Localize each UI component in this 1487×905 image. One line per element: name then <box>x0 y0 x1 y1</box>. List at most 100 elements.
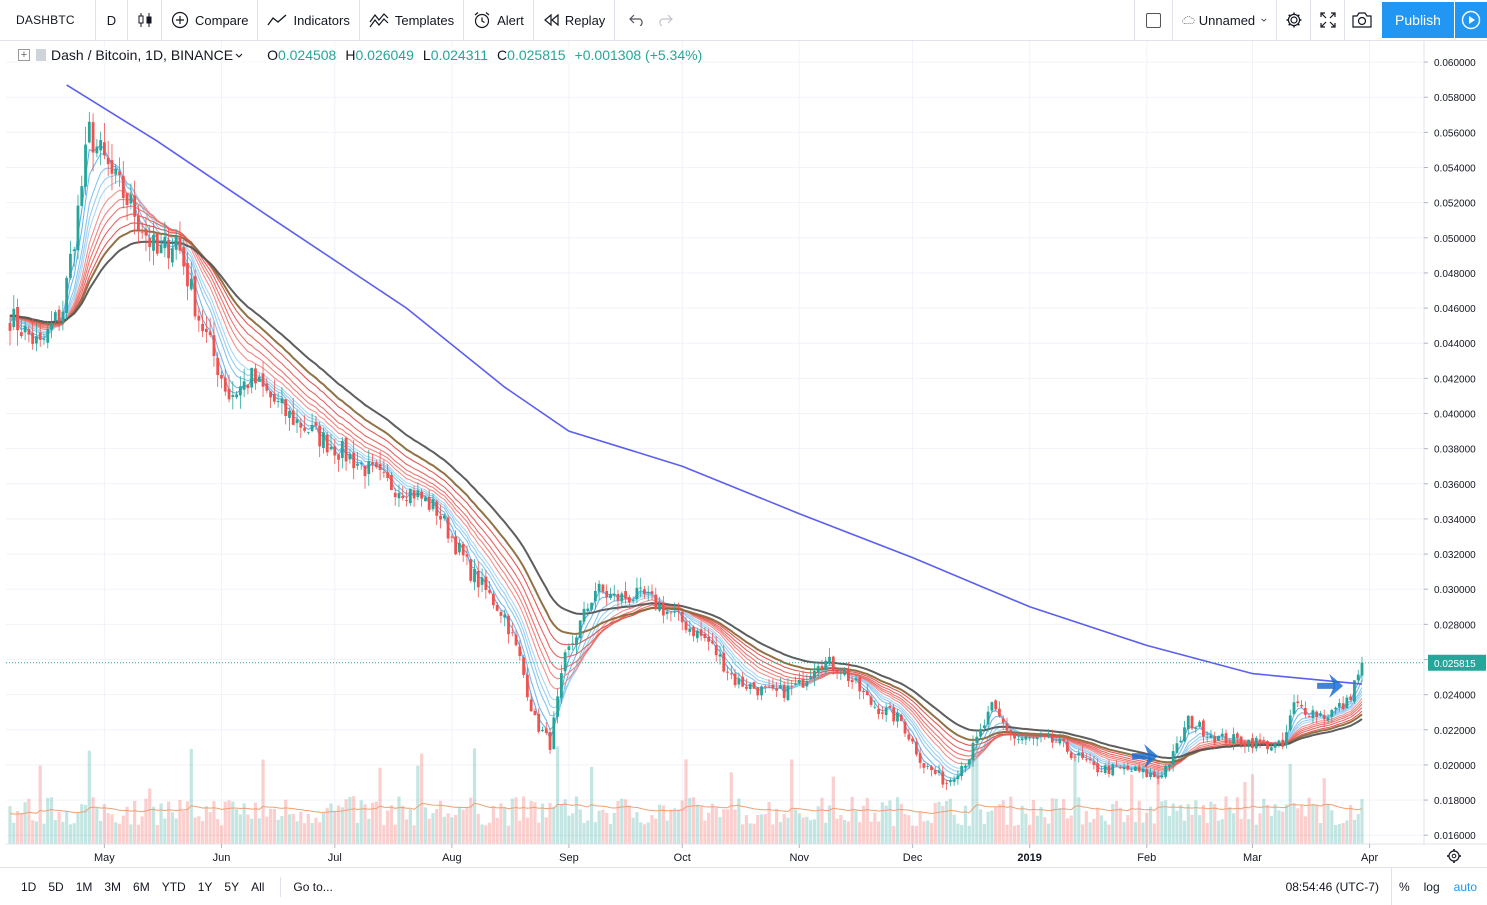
volume-bar <box>797 813 801 844</box>
candle <box>1243 739 1247 754</box>
volume-bar <box>654 818 658 844</box>
redo-icon[interactable] <box>657 14 674 26</box>
axis-settings-gear-icon[interactable] <box>1447 849 1461 863</box>
volume-bar <box>703 820 707 844</box>
fullscreen-button[interactable] <box>1310 0 1344 41</box>
chart-pane[interactable]: + Dash / Bitcoin, 1D, BINANCE O 0.024508 … <box>6 41 1487 867</box>
candle <box>880 706 884 720</box>
clock-timezone[interactable]: 08:54:46 (UTC-7) <box>1285 879 1379 894</box>
candle-body <box>303 427 306 431</box>
candle <box>242 368 246 398</box>
candle <box>1167 764 1171 772</box>
log-toggle[interactable]: log <box>1423 879 1440 894</box>
goto-button[interactable]: Go to... <box>293 879 333 894</box>
chart-type-button[interactable] <box>128 0 162 41</box>
volume-bar <box>635 812 639 844</box>
volume-bar <box>1345 820 1349 844</box>
last-price-label: 0.025815 <box>1434 659 1476 670</box>
candle-body <box>408 488 412 504</box>
symbol-search-button[interactable]: DASHBTC <box>0 0 96 41</box>
candle-body <box>91 122 95 153</box>
candle <box>899 713 903 722</box>
volume-bar <box>321 812 326 844</box>
percent-toggle[interactable]: % <box>1390 868 1417 905</box>
price-axis[interactable]: 0.016000 0.018000 0.020000 0.022000 0.024000… <box>1423 41 1486 844</box>
settings-button[interactable] <box>1276 0 1310 41</box>
range-all[interactable]: All <box>251 879 265 894</box>
candle-body <box>605 590 609 598</box>
alert-button[interactable]: Alert <box>464 0 534 41</box>
undo-icon[interactable] <box>629 14 645 26</box>
price-tick-label: 0.050000 <box>1434 234 1476 245</box>
range-ytd[interactable]: YTD <box>161 879 186 894</box>
candle <box>998 701 1001 718</box>
candle-body <box>669 612 673 614</box>
candle-body <box>1235 733 1239 738</box>
candle <box>1205 731 1209 743</box>
publish-idea-button[interactable] <box>1455 2 1487 38</box>
select-checkbox[interactable] <box>1134 0 1172 41</box>
candle <box>1073 754 1077 762</box>
candle-body <box>1251 738 1254 749</box>
range-1y[interactable]: 1Y <box>197 879 213 894</box>
fullscreen-icon <box>1319 12 1336 28</box>
volume-bar <box>450 817 454 844</box>
candle-body <box>439 515 442 520</box>
range-5d[interactable]: 5D <box>48 879 64 894</box>
chart-canvas[interactable]: 0.016000 0.018000 0.020000 0.022000 0.024000… <box>6 41 1487 867</box>
candle <box>752 681 756 689</box>
candle-body <box>280 398 284 404</box>
candle-body <box>510 632 514 634</box>
snapshot-button[interactable] <box>1344 0 1378 41</box>
candle-body <box>197 315 201 321</box>
templates-button[interactable]: Templates <box>360 0 465 41</box>
candle-body <box>1228 742 1232 744</box>
candle <box>390 472 393 491</box>
candle <box>57 305 61 332</box>
candle <box>926 763 930 770</box>
volume-bar <box>941 805 945 844</box>
range-3m[interactable]: 3M <box>104 879 122 894</box>
time-axis[interactable]: May Jun Jul Aug Sep Oct Nov Dec 2019 Feb Mar Apr <box>6 843 1487 864</box>
replay-button[interactable]: Replay <box>534 0 616 41</box>
volume-bar <box>707 812 711 844</box>
indicators-button[interactable]: Indicators <box>258 0 360 41</box>
candle-body <box>1088 758 1092 761</box>
candle-body <box>106 157 110 165</box>
interval-button[interactable]: D <box>96 0 128 41</box>
candle <box>711 632 714 645</box>
volume-bar <box>877 821 881 844</box>
candle <box>733 668 737 688</box>
range-6m[interactable]: 6M <box>133 879 150 894</box>
candle <box>982 719 986 731</box>
volume-bar <box>518 820 522 844</box>
volume-bar <box>1262 798 1266 844</box>
range-5y[interactable]: 5Y <box>224 879 240 894</box>
candle-body <box>265 383 269 391</box>
volume-ma-line <box>9 802 1363 815</box>
layout-menu-button[interactable]: Unnamed <box>1172 0 1276 41</box>
candle-body <box>12 308 16 328</box>
range-1m[interactable]: 1M <box>75 879 93 894</box>
candle <box>121 161 125 209</box>
volume-bar <box>99 820 103 844</box>
candle <box>318 421 322 458</box>
volume-bar <box>1107 824 1111 844</box>
expand-legend-icon[interactable]: + <box>18 49 30 61</box>
candle-body <box>597 583 601 592</box>
range-1d[interactable]: 1D <box>21 879 37 894</box>
candle <box>1096 758 1100 777</box>
auto-scale-toggle[interactable]: auto <box>1453 879 1477 894</box>
open-value: 0.024508 <box>277 47 337 63</box>
candle-body <box>537 713 541 732</box>
compare-button[interactable]: Compare <box>162 0 259 41</box>
candle-body <box>828 656 831 663</box>
candle-body <box>1205 736 1209 738</box>
publish-button[interactable]: Publish <box>1382 2 1454 38</box>
candle-body <box>1186 715 1190 730</box>
legend-title[interactable]: Dash / Bitcoin, 1D, BINANCE <box>51 47 234 63</box>
volume-bar <box>831 776 835 844</box>
candle <box>1349 693 1353 701</box>
candle-body <box>310 424 314 432</box>
candle-body <box>884 707 888 715</box>
